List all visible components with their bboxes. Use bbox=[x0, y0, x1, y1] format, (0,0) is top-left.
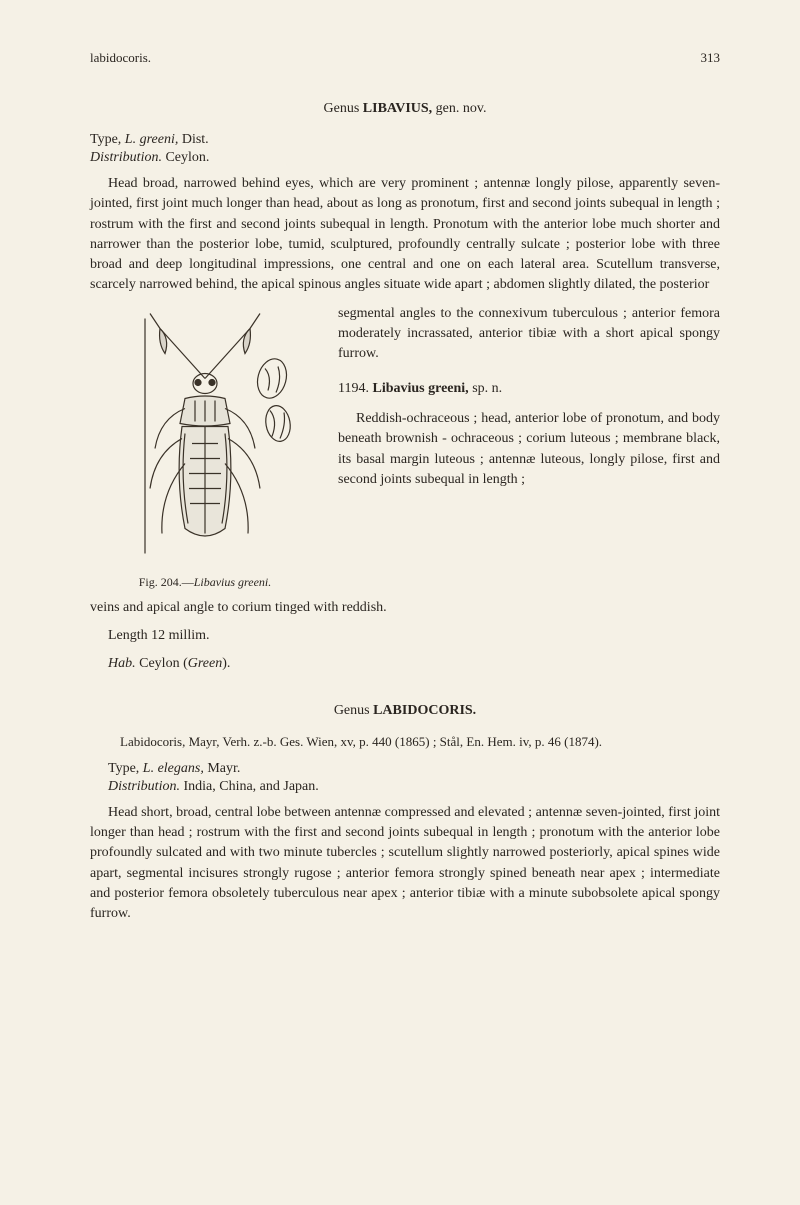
type2-suffix: Mayr. bbox=[204, 761, 241, 776]
figure-column: Fig. 204.—Libavius greeni. bbox=[90, 304, 320, 590]
type2-prefix: Type, bbox=[108, 761, 143, 776]
figure-caption: Fig. 204.—Libavius greeni. bbox=[90, 575, 320, 590]
figure-illustration bbox=[95, 304, 315, 569]
running-head: labidocoris. bbox=[90, 50, 151, 66]
description-para-1: Head broad, narrowed behind eyes, which … bbox=[90, 174, 720, 296]
fig-caption-prefix: Fig. 204.— bbox=[139, 575, 194, 589]
distribution2-label: Distribution. bbox=[108, 779, 180, 794]
genus-prefix: Genus bbox=[324, 101, 363, 116]
hab-text: Ceylon ( bbox=[136, 656, 188, 671]
beetle-drawing-icon bbox=[100, 309, 310, 564]
hab-label: Hab. bbox=[108, 656, 136, 671]
after-wrap-text: veins and apical angle to corium tinged … bbox=[90, 598, 720, 618]
hab-collector: Green bbox=[188, 656, 222, 671]
wrap-text-1: segmental angles to the connexivum tuber… bbox=[338, 306, 720, 362]
type-species: L. greeni, bbox=[125, 132, 179, 147]
type2-species: L. elegans, bbox=[143, 761, 204, 776]
species-name: Libavius greeni, bbox=[372, 381, 468, 396]
type-prefix: Type, bbox=[90, 132, 125, 147]
fig-caption-name: Libavius greeni. bbox=[194, 575, 272, 589]
type-suffix: Dist. bbox=[178, 132, 208, 147]
species-suffix: sp. n. bbox=[469, 381, 502, 396]
genus2-name: LABIDOCORIS. bbox=[373, 703, 476, 718]
page-header: labidocoris. 313 bbox=[90, 50, 720, 66]
distribution2-text: India, China, and Japan. bbox=[180, 779, 319, 794]
distribution-text: Ceylon. bbox=[162, 150, 209, 165]
distribution-line: Distribution. Ceylon. bbox=[90, 150, 720, 166]
species-number: 1194. bbox=[338, 381, 372, 396]
genus-heading-labidocoris: Genus LABIDOCORIS. bbox=[90, 703, 720, 719]
page-number: 313 bbox=[701, 50, 721, 66]
genus-name: LIBAVIUS, bbox=[363, 101, 432, 116]
species-heading: 1194. Libavius greeni, sp. n. bbox=[338, 379, 720, 399]
wrap-text-2: Reddish-ochraceous ; head, anterior lobe… bbox=[338, 409, 720, 490]
genus-heading-libavius: Genus LIBAVIUS, gen. nov. bbox=[90, 101, 720, 117]
description-para-2: Head short, broad, central lobe between … bbox=[90, 803, 720, 925]
type-line: Type, L. greeni, Dist. bbox=[90, 132, 720, 148]
habitat-line: Hab. Ceylon (Green). bbox=[90, 654, 720, 674]
distribution-line-2: Distribution. India, China, and Japan. bbox=[90, 779, 720, 795]
genus-suffix: gen. nov. bbox=[432, 101, 486, 116]
wrapped-text-column: segmental angles to the connexivum tuber… bbox=[338, 304, 720, 590]
distribution-label: Distribution. bbox=[90, 150, 162, 165]
reference-citation: Labidocoris, Mayr, Verh. z.-b. Ges. Wien… bbox=[120, 733, 720, 751]
length-line: Length 12 millim. bbox=[90, 626, 720, 646]
figure-text-wrap: Fig. 204.—Libavius greeni. segmental ang… bbox=[90, 304, 720, 590]
hab-close: ). bbox=[222, 656, 230, 671]
genus2-prefix: Genus bbox=[334, 703, 373, 718]
type-line-2: Type, L. elegans, Mayr. bbox=[90, 761, 720, 777]
